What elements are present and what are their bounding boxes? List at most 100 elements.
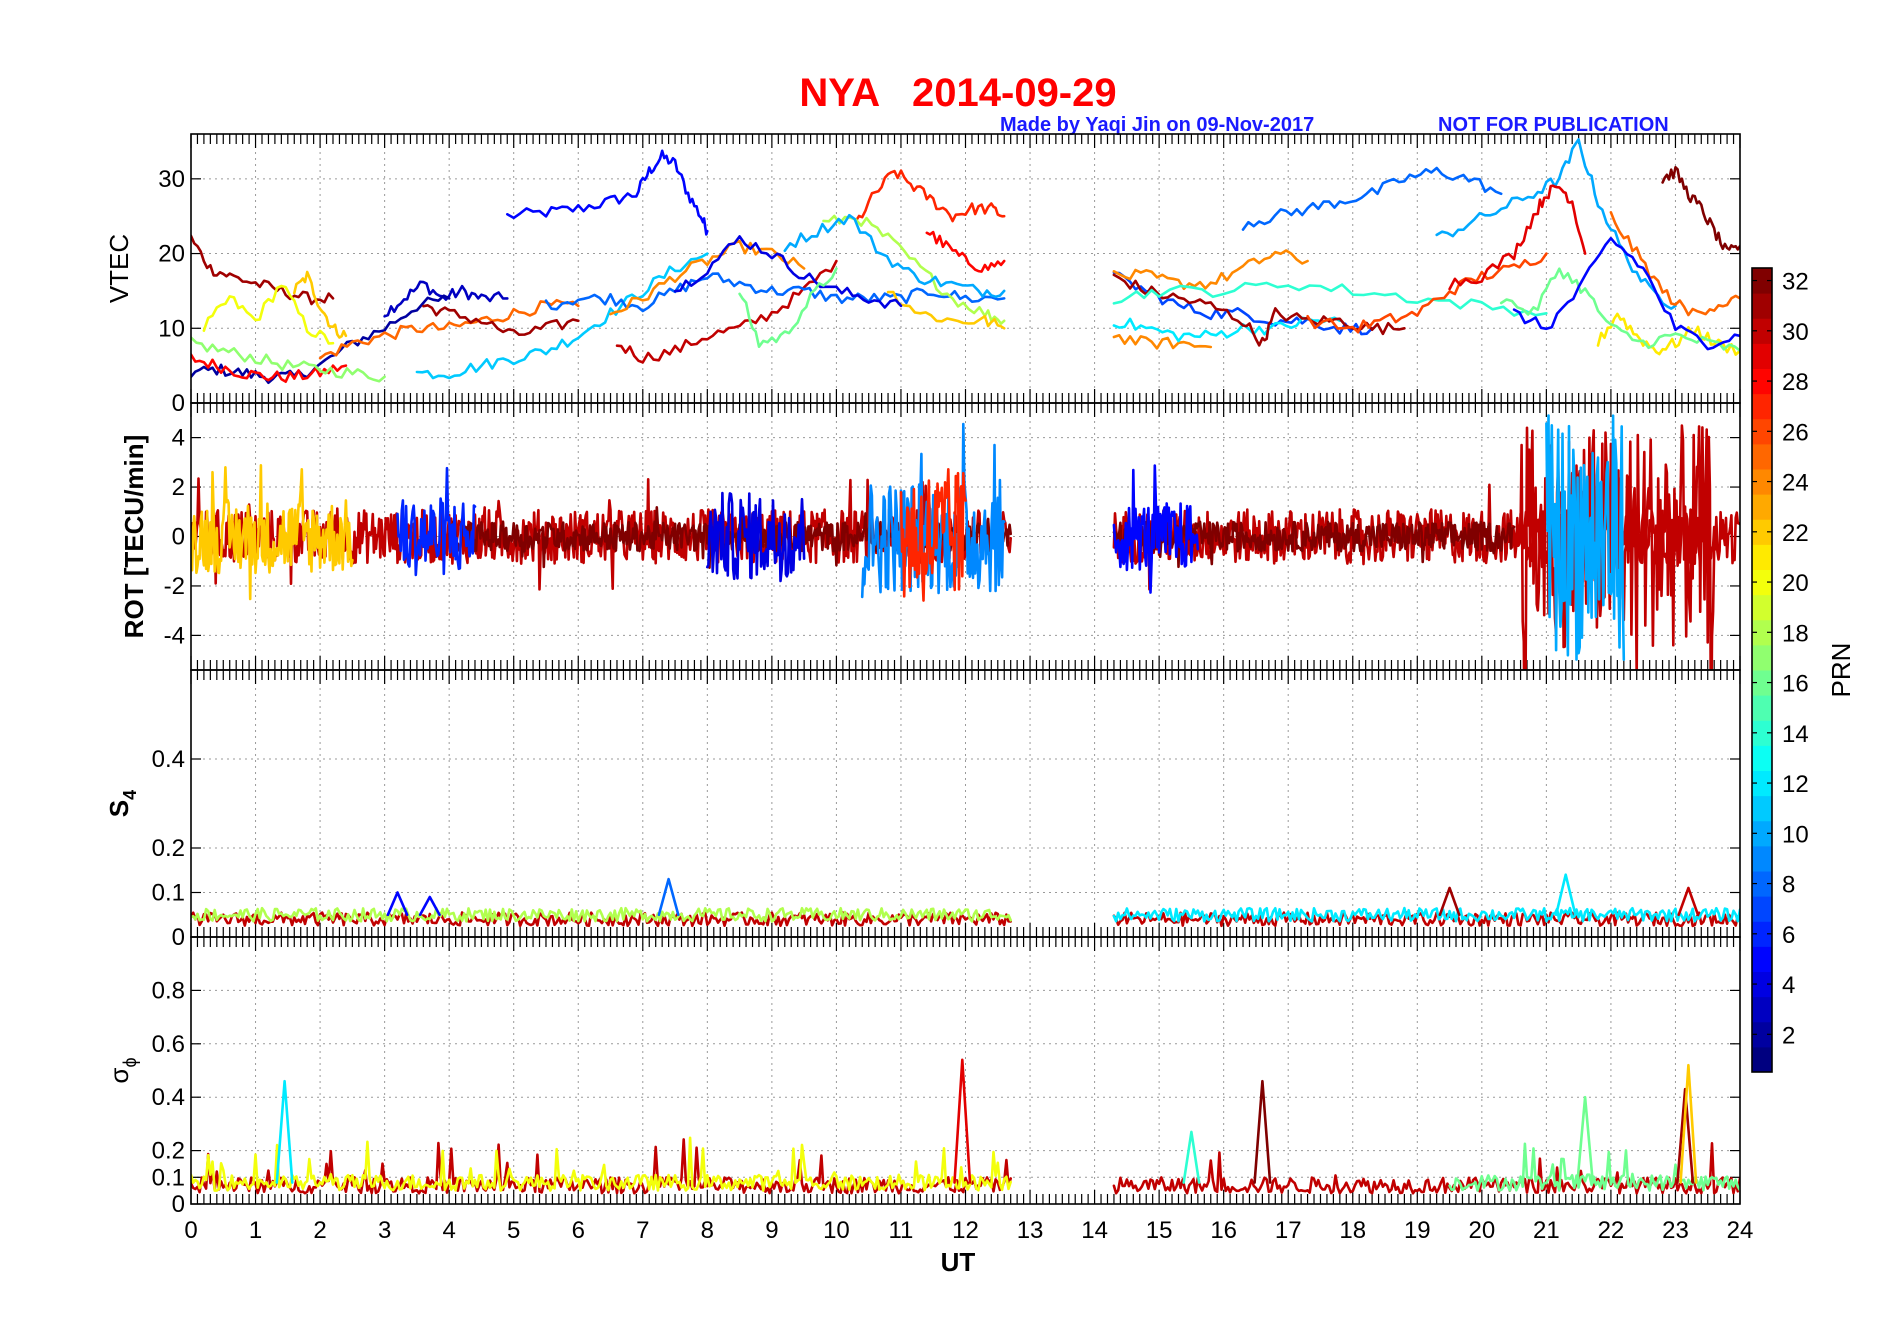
colorbar-segment bbox=[1752, 519, 1772, 545]
vtec-series-prn-10 bbox=[783, 213, 1006, 298]
x-tick-label: 21 bbox=[1533, 1217, 1560, 1244]
sigma-peak-prn-29 bbox=[953, 1058, 972, 1184]
colorbar-label: PRN bbox=[1826, 643, 1856, 698]
vtec-series-prn-25 bbox=[318, 298, 580, 360]
y-tick-label-sigma: 0.2 bbox=[152, 1138, 185, 1165]
series-group-s4 bbox=[191, 873, 1740, 928]
x-tick-label: 11 bbox=[888, 1217, 913, 1244]
vtec-series-prn-22 bbox=[293, 270, 348, 339]
sigma-series-prn-30 bbox=[1112, 1142, 1740, 1195]
vtec-series-prn-8 bbox=[1241, 166, 1503, 231]
y-tick-label-rot: 0 bbox=[172, 524, 185, 551]
vtec-series-prn-14 bbox=[1112, 281, 1548, 317]
colorbar-segment bbox=[1752, 695, 1772, 721]
sigma-peak-prn-12 bbox=[275, 1079, 294, 1184]
vtec-series-prn-29 bbox=[1448, 184, 1587, 291]
vtec-series-prn-30 bbox=[615, 259, 838, 364]
x-tick-label: 6 bbox=[572, 1217, 585, 1244]
x-tick-label: 5 bbox=[507, 1217, 520, 1244]
y-tick-label-sigma: 0.1 bbox=[152, 1164, 185, 1191]
y-axis-label-s4: S4 bbox=[104, 790, 140, 817]
colorbar-tick-label: 10 bbox=[1782, 821, 1809, 848]
series-group-sigma bbox=[191, 1058, 1740, 1195]
s4-peak-prn-12 bbox=[1554, 873, 1577, 917]
colorbar-segment bbox=[1752, 795, 1772, 822]
vtec-series-prn-22 bbox=[886, 290, 1006, 330]
s4-peak-prn-31 bbox=[1438, 886, 1461, 917]
s4-peak-prn-8 bbox=[657, 877, 680, 917]
x-tick-label: 2 bbox=[313, 1217, 326, 1244]
panel-s4: 0 0.1 0.2 0.4 S4 bbox=[104, 669, 1741, 951]
rot-series-prn-9 bbox=[860, 422, 1006, 599]
rot-series-prn-10 bbox=[1545, 414, 1626, 661]
sigma-peak-prn-32 bbox=[1253, 1079, 1272, 1184]
y-axis-label-sigma: σϕ bbox=[104, 1057, 140, 1083]
vtec-series-prn-5 bbox=[506, 149, 709, 236]
x-tick-label: 9 bbox=[765, 1217, 778, 1244]
colorbar-segment bbox=[1752, 544, 1772, 570]
y-tick-label-vtec: 10 bbox=[158, 315, 185, 342]
colorbar-tick-label: 24 bbox=[1782, 470, 1809, 497]
x-tick-label: 13 bbox=[1017, 1217, 1044, 1244]
vtec-series-prn-21 bbox=[1596, 312, 1740, 356]
x-tick-label: 7 bbox=[636, 1217, 649, 1244]
colorbar-tick-label: 28 bbox=[1782, 369, 1809, 396]
colorbar-segment bbox=[1752, 720, 1772, 746]
y-tick-label-vtec: 20 bbox=[158, 241, 185, 268]
colorbar-tick-label: 2 bbox=[1782, 1022, 1795, 1049]
x-tick-label: 20 bbox=[1468, 1217, 1495, 1244]
y-tick-label-sigma: 0.6 bbox=[152, 1031, 185, 1058]
colorbar-segment bbox=[1752, 619, 1772, 646]
sigma-series-prn-16 bbox=[1448, 1142, 1740, 1192]
vtec-series-prn-20 bbox=[202, 284, 335, 345]
vtec-series-prn-16 bbox=[738, 267, 838, 348]
vtec-series-prn-24 bbox=[609, 239, 806, 316]
s4-peak-prn-5 bbox=[386, 891, 409, 917]
credit-text: Made by Yaqi Jin on 09-Nov-2017 bbox=[1000, 114, 1314, 136]
vtec-series-prn-28 bbox=[191, 353, 348, 383]
colorbar-segment bbox=[1752, 268, 1772, 294]
s4-series-prn-12 bbox=[1112, 906, 1740, 923]
y-tick-label-rot: 4 bbox=[172, 425, 185, 452]
series-group-vtec bbox=[191, 138, 1740, 384]
chart-title: NYA 2014-09-29 bbox=[799, 71, 1116, 115]
sigma-peak-prn-31 bbox=[1676, 1087, 1695, 1184]
vtec-series-prn-31 bbox=[191, 234, 335, 306]
panel-vtec: 0 10 20 30 VTEC bbox=[104, 133, 1741, 417]
s4-peak-prn-5 bbox=[418, 895, 441, 917]
x-axis-label: UT bbox=[941, 1247, 976, 1277]
vtec-series-prn-8 bbox=[544, 272, 1006, 313]
colorbar-tick-label: 6 bbox=[1782, 922, 1795, 949]
colorbar-tick-label: 32 bbox=[1782, 269, 1809, 296]
colorbar-segment bbox=[1752, 418, 1772, 445]
rot-series-prn-27 bbox=[899, 468, 967, 602]
colorbar-segment bbox=[1752, 494, 1772, 520]
x-tick-label: 16 bbox=[1210, 1217, 1237, 1244]
panel-frame-sigma bbox=[190, 936, 1741, 1205]
notice-text: NOT FOR PUBLICATION bbox=[1438, 114, 1669, 136]
colorbar-tick-label: 4 bbox=[1782, 972, 1795, 999]
colorbar-frame bbox=[1751, 267, 1773, 1073]
x-tick-label: 22 bbox=[1598, 1217, 1625, 1244]
vtec-series-prn-4 bbox=[673, 235, 903, 309]
colorbar-segment bbox=[1752, 443, 1772, 470]
y-tick-label-s4: 0.4 bbox=[152, 746, 185, 773]
panel-sigma: 00.10.2 0.4 0.6 0.8 σϕ bbox=[104, 936, 1741, 1218]
y-tick-label-sigma: 0.4 bbox=[152, 1084, 185, 1111]
x-tick-label: 12 bbox=[952, 1217, 979, 1244]
y-tick-label-s4: 0.1 bbox=[152, 880, 185, 907]
s4-peak-prn-30 bbox=[1677, 886, 1700, 917]
y-tick-label-rot: -4 bbox=[164, 622, 185, 649]
x-tick-label: 14 bbox=[1081, 1217, 1108, 1244]
vtec-series-prn-27 bbox=[854, 169, 1006, 223]
colorbar-segment bbox=[1752, 594, 1772, 621]
vtec-series-prn-17 bbox=[191, 336, 386, 383]
vtec-series-prn-31 bbox=[422, 304, 580, 336]
colorbar-tick-label: 18 bbox=[1782, 620, 1809, 647]
y-axis-label-sub-sigma: ϕ bbox=[120, 1057, 140, 1067]
x-tick-label: 3 bbox=[378, 1217, 391, 1244]
colorbar-tick-label: 12 bbox=[1782, 771, 1809, 798]
colorbar-segment bbox=[1752, 293, 1772, 319]
series-group-rot bbox=[191, 414, 1740, 670]
